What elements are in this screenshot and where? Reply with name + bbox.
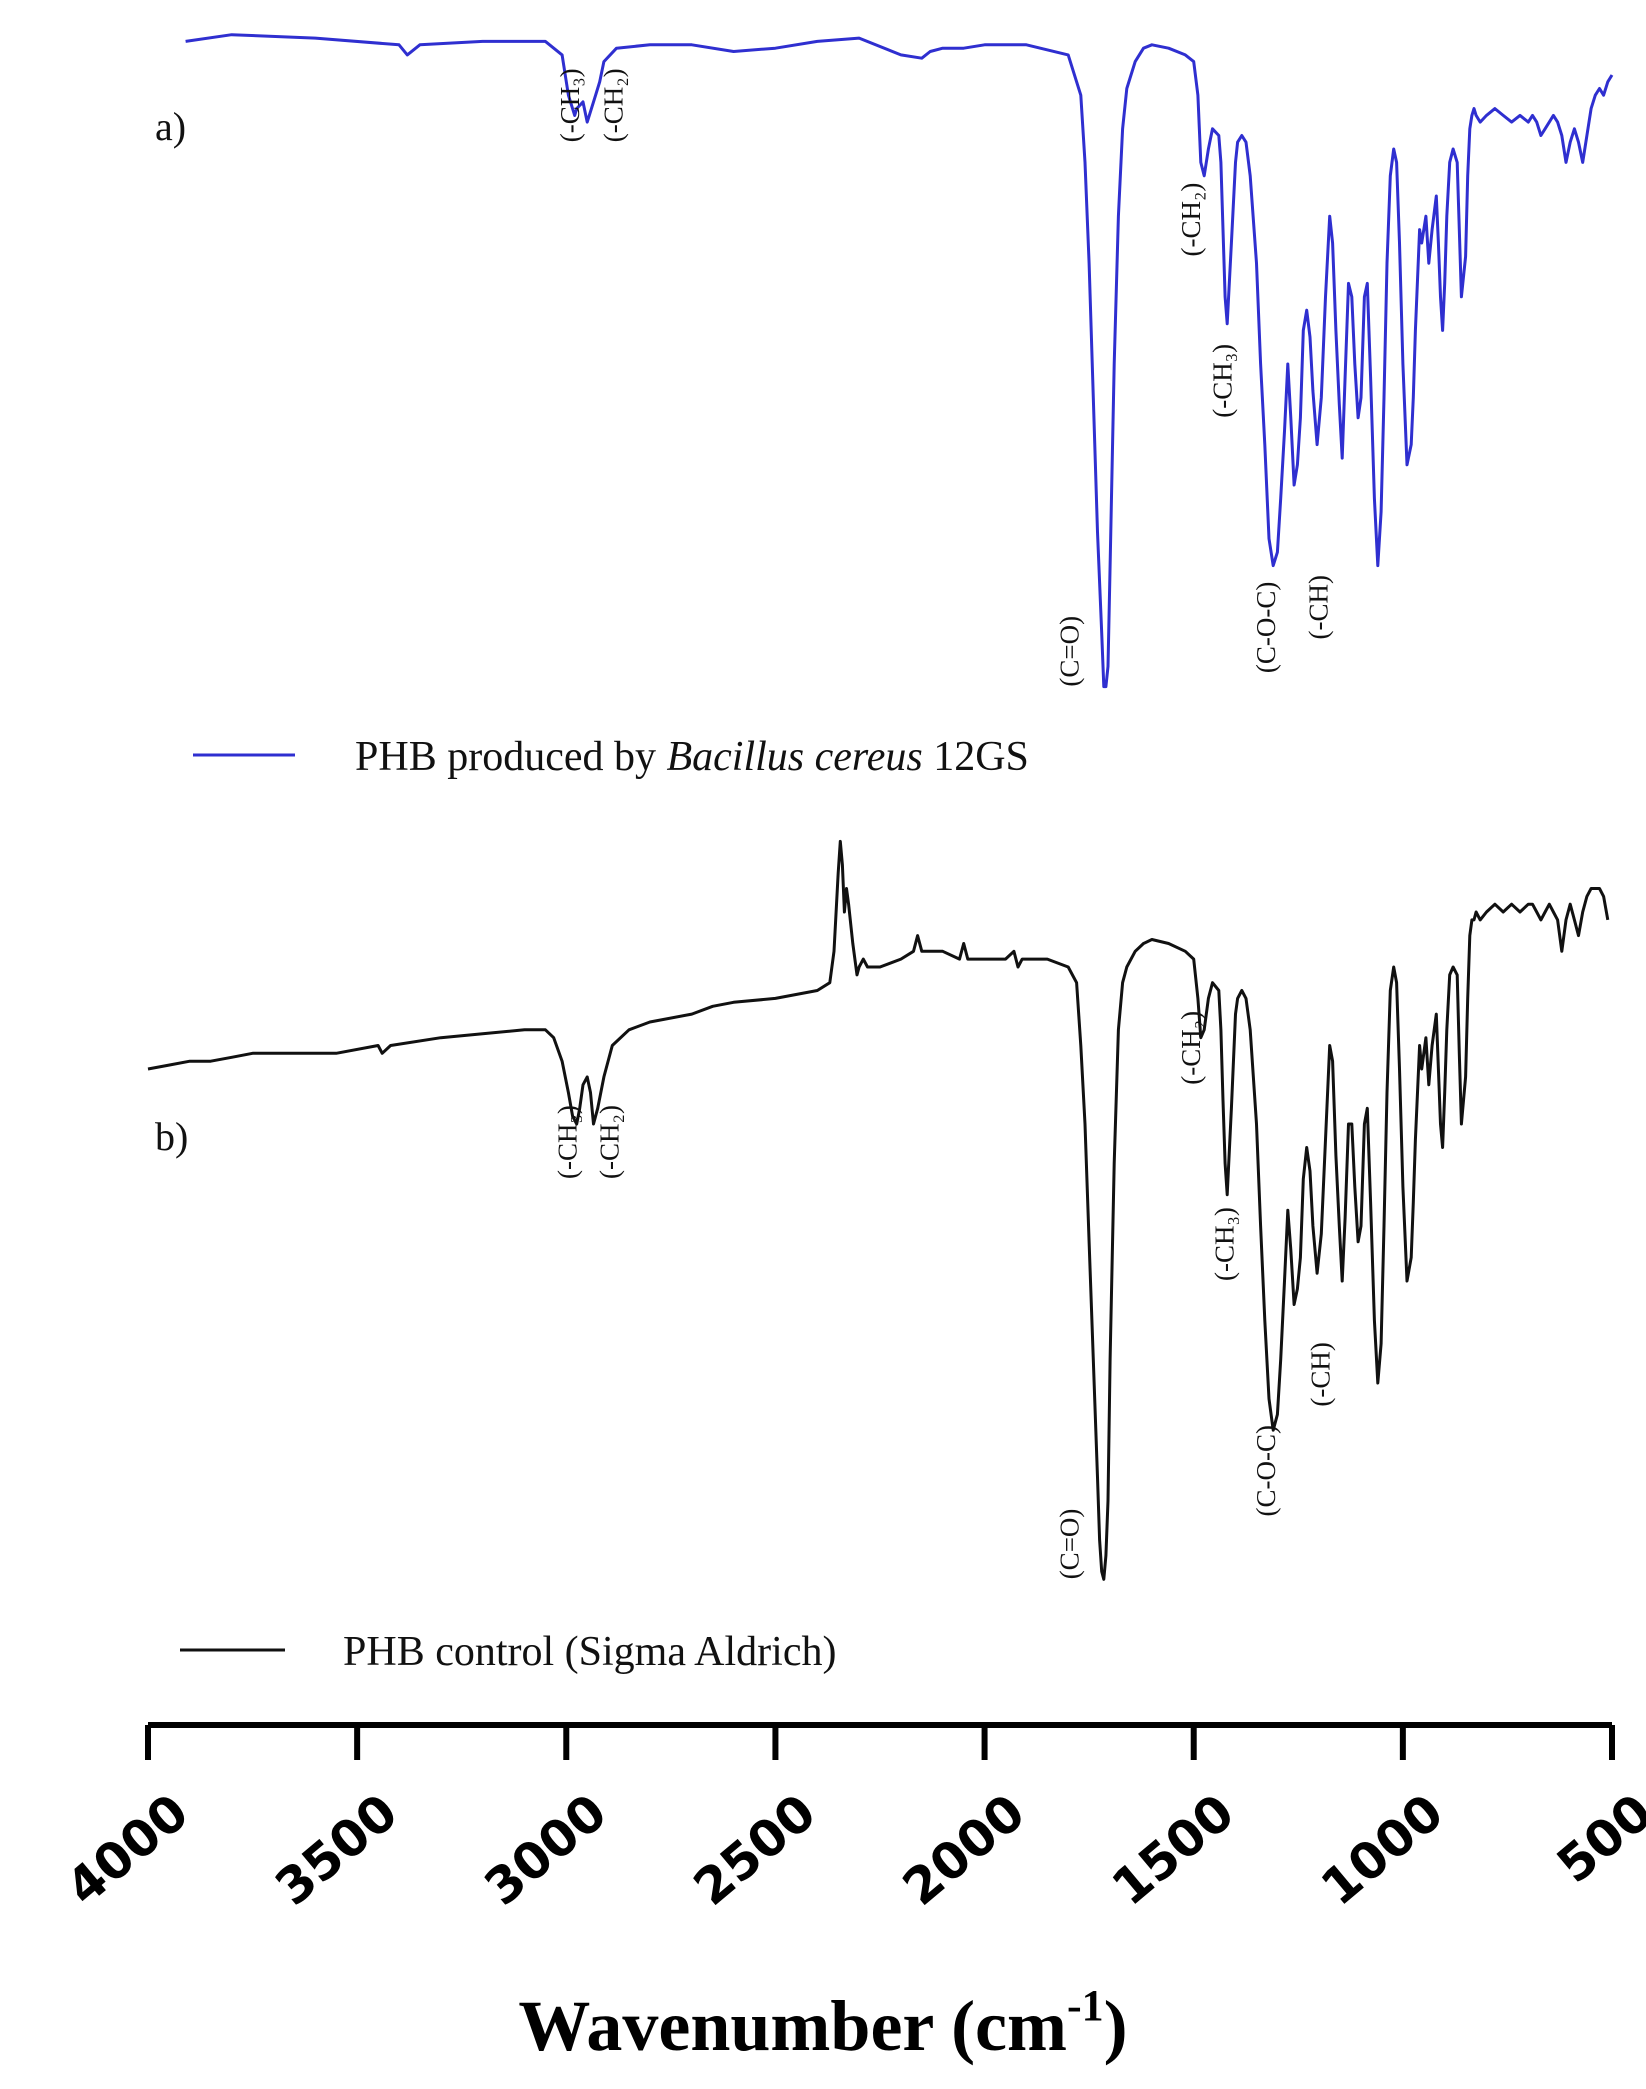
panel-a: a) (-CH₃) (-CH₂)(C=O)(-CH₂)(-CH₃)(C-O-C)(…	[155, 33, 1614, 780]
series-line-b	[147, 839, 1610, 1581]
x-tick-label: 1500	[1101, 1783, 1245, 1917]
peak-annotation: (-CH₃)	[553, 1105, 583, 1179]
x-axis-title-sup: -1	[1067, 1981, 1104, 2030]
x-tick-label: 3500	[265, 1783, 409, 1917]
legend-label-a: PHB produced by Bacillus cereus 12GS	[355, 734, 1029, 780]
panel-label-a: a)	[155, 104, 186, 149]
peak-annotation: (-CH₂)	[1176, 1011, 1206, 1085]
x-tick-label: 1000	[1310, 1783, 1454, 1917]
x-tick-label: 4000	[55, 1783, 199, 1917]
peak-annotation: (-CH₃)	[1209, 1207, 1239, 1281]
x-axis-ticks: 4000 3500 3000 2500 2000 1500 1000 500	[55, 1725, 1646, 1917]
x-tick-label: 500	[1546, 1783, 1646, 1895]
peak-annotation: (-CH₂)	[595, 1105, 625, 1179]
annotations-b: (-CH₃) (-CH₂) (C=O) (-CH₂) (-CH₃) (C-O-C) (-CH…	[553, 1011, 1336, 1579]
peak-annotation: (C=O)	[1055, 616, 1085, 687]
panel-label-b: b)	[155, 1114, 188, 1159]
peak-annotation: (-CH)	[1303, 575, 1333, 639]
x-tick-label: 2500	[683, 1783, 827, 1917]
annotations-a: (-CH₃) (-CH₂) (C=O) (-CH₂) (-CH₃) (C-O-C) (-CH…	[555, 68, 1334, 686]
peak-annotation: (C=O)	[1055, 1509, 1085, 1580]
x-tick-label: 2000	[892, 1783, 1036, 1917]
x-axis-title-close: )	[1104, 1986, 1128, 2066]
peak-annotation: (-CH₃)	[555, 68, 585, 142]
legend-label-b: PHB control (Sigma Aldrich)	[343, 1629, 836, 1675]
panel-b: b) (-CH₃) (-CH₂)(C=O)(-CH₂)(-CH₃)(C-O-C)(…	[147, 839, 1610, 1675]
x-axis: 4000 3500 3000 2500 2000 1500 1000 500 Wavenumb…	[55, 1722, 1646, 2066]
legend-a-suffix: 12GS	[923, 734, 1029, 780]
series-line-a	[185, 33, 1614, 689]
legend-a-italic: Bacillus cereus	[666, 734, 922, 780]
peak-annotation: (C-O-C)	[1251, 1425, 1281, 1516]
peak-annotation: (-CH₃)	[1207, 344, 1237, 418]
x-tick-label: 3000	[474, 1783, 618, 1917]
peak-annotation: (C-O-C)	[1251, 582, 1281, 673]
legend-b-prefix: PHB control (Sigma Aldrich)	[343, 1629, 836, 1675]
peak-annotation: (-CH₂)	[599, 68, 629, 142]
x-axis-title: Wavenumber (cm-1)	[518, 1981, 1127, 2066]
legend-a-prefix: PHB produced by	[355, 734, 666, 780]
peak-annotation: (-CH)	[1306, 1342, 1336, 1406]
x-axis-title-main: Wavenumber (cm	[518, 1986, 1067, 2066]
peak-annotation: (-CH₂)	[1176, 183, 1206, 257]
